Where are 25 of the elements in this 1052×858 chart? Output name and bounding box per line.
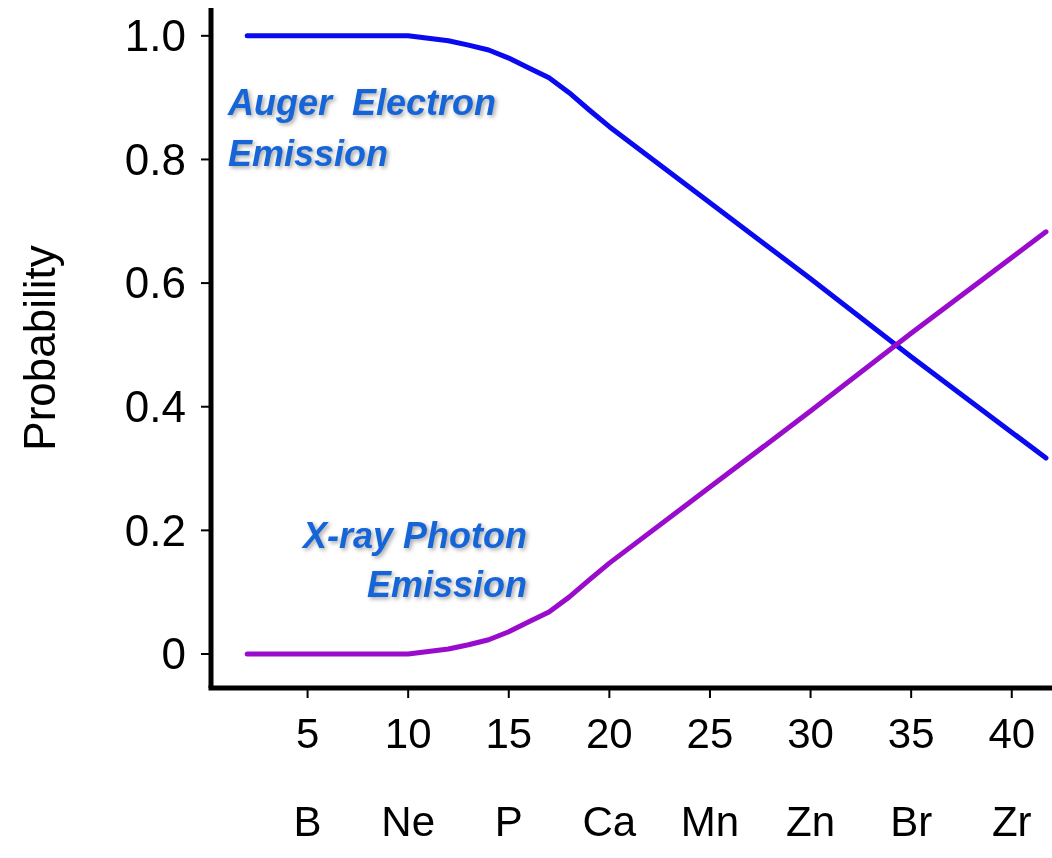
- x-tick-label: 35: [887, 710, 935, 757]
- x-tick-label: 40: [988, 710, 1036, 757]
- y-tick-label: 0.2: [124, 505, 186, 555]
- x-tick-label: 25: [686, 710, 734, 757]
- x-tick-label: 20: [586, 710, 633, 757]
- series-label: Auger Electron Emission: [227, 82, 497, 174]
- text: Ne: [381, 798, 436, 845]
- text: Zr: [991, 798, 1032, 845]
- y-tick-label: 0: [161, 629, 186, 679]
- y-tick-label: 0.8: [124, 134, 186, 184]
- y-tick-label: 0.6: [124, 258, 186, 308]
- y-tick-label: 1.0: [124, 11, 186, 61]
- y-tick-label: 0.4: [124, 382, 186, 432]
- text: Zn: [786, 798, 836, 845]
- text: Mn: [680, 798, 740, 845]
- text: B: [293, 798, 322, 845]
- text: Ca: [582, 798, 637, 845]
- y-axis-title: Probability: [15, 245, 64, 451]
- x-tick-label: 30: [787, 710, 834, 757]
- series-label: X-ray Photon Emission: [300, 515, 527, 605]
- text: Br: [890, 798, 933, 845]
- x-tick-label: 10: [384, 710, 432, 757]
- x-tick-label: 5: [295, 710, 320, 757]
- x-tick-label: 15: [485, 710, 533, 757]
- text: P: [494, 798, 523, 845]
